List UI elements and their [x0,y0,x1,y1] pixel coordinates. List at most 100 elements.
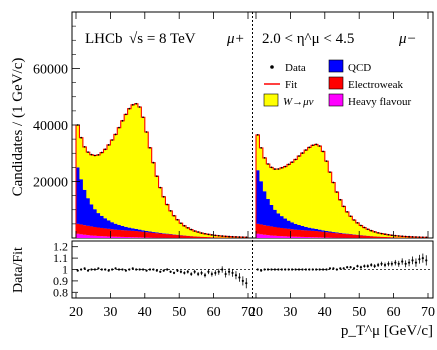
ratio-point-1-35 [377,263,380,267]
data-point-1-13 [301,152,304,154]
data-point-0-21 [149,146,151,149]
data-point-0-25 [162,195,165,198]
data-point-1-35 [377,231,380,234]
bar-0-3-29 [175,219,180,235]
data-point-0-46 [235,236,237,238]
data-point-0-11 [114,133,117,136]
ratio-point-1-30 [359,266,363,269]
ratio-point-0-17 [135,268,138,271]
ratio-point-0-18 [138,268,141,271]
bar-1-0-10 [290,236,295,238]
bar-1-0-18 [317,237,322,238]
y-tick-label-0: 20000 [33,176,68,191]
ratio-point-1-15 [308,268,311,271]
bar-1-1-7 [280,227,284,237]
bar-1-2-23 [335,232,339,234]
bar-0-2-17 [134,228,139,232]
ratio-point-0-25 [162,269,165,272]
bar-0-3-27 [168,210,173,235]
bar-1-1-28 [352,234,357,238]
bar-0-2-6 [96,213,101,228]
bar-0-3-20 [144,132,149,231]
bar-1-3-20 [324,161,329,231]
bar-1-1-13 [300,230,305,237]
bar-1-1-27 [348,234,353,238]
bar-1-1-1 [259,224,264,235]
bar-1-2-2 [262,191,267,226]
data-point-0-32 [186,226,189,229]
data-point-1-1 [260,146,263,149]
legend-label-qcd: QCD [348,62,371,74]
bar-0-3-2 [82,146,87,190]
ratio-point-1-12 [297,268,301,271]
bar-1-3-14 [304,150,308,227]
ratio-point-1-41 [397,262,400,265]
ratio-point-0-4 [90,268,93,271]
ratio-point-1-7 [280,268,283,271]
data-point-0-31 [183,224,186,227]
bar-0-0-13 [120,236,125,238]
bar-1-3-28 [352,220,357,235]
bar-0-3-38 [206,234,211,238]
bar-1-2-17 [314,228,319,232]
ratio-point-0-48 [241,279,244,282]
bar-0-1-10 [110,229,115,237]
bar-0-3-9 [106,144,111,221]
bar-0-3-21 [148,147,153,232]
data-point-0-26 [166,203,169,206]
bar-0-3-5 [93,155,98,210]
bar-0-1-40 [213,237,218,238]
ratio-point-0-23 [155,269,158,272]
ratio-axis-title: Data/Fit [11,247,26,293]
bar-1-3-6 [276,169,281,214]
data-point-0-36 [200,232,203,234]
bar-1-0-17 [314,237,319,238]
bar-0-2-23 [155,232,159,234]
bar-1-2-11 [293,223,298,230]
bar-1-3-25 [342,206,346,234]
bar-1-3-12 [297,156,302,225]
bar-1-3-3 [266,163,271,200]
ratio-point-0-38 [207,270,210,273]
legend: Data QCD Fit Electroweak W→μν Heavy flav… [263,59,412,108]
ratio-point-1-2 [263,268,266,271]
bar-1-1-3 [266,225,271,236]
bar-0-0-6 [96,235,101,238]
ratio-point-1-5 [273,268,277,271]
bar-1-0-0 [256,233,260,238]
bar-1-2-8 [283,218,288,229]
ratio-point-1-39 [390,262,393,265]
bar-1-1-11 [293,229,298,237]
bar-0-3-4 [89,154,94,205]
bar-1-3-32 [366,229,370,236]
legend-label-electroweak: Electroweak [348,79,403,91]
bar-0-3-23 [155,176,159,233]
data-point-0-5 [94,154,96,157]
ratio-point-0-3 [86,269,90,272]
data-point-0-1 [80,136,83,139]
bar-1-2-0 [256,170,260,224]
ratio-point-1-46 [414,261,418,264]
ratio-y-tick-label-0: 1.2 [53,240,68,254]
data-point-0-45 [231,235,234,238]
bar-1-1-9 [286,228,291,237]
ratio-point-1-10 [291,268,294,271]
bar-0-1-26 [165,234,170,238]
bar-0-3-17 [134,103,139,229]
bar-0-0-18 [137,237,142,238]
data-point-0-15 [128,107,131,110]
ratio-point-0-49 [245,282,248,285]
legend-swatch-heavy-flavour [328,93,344,107]
ratio-point-0-16 [131,267,134,270]
data-point-0-24 [159,186,162,189]
bar-1-2-9 [286,220,291,229]
bar-0-2-8 [103,218,108,229]
ratio-point-1-32 [366,264,369,268]
bar-1-1-30 [359,235,364,238]
ratio-point-1-20 [325,268,328,271]
legend-swatch-electroweak [328,76,344,90]
bar-1-1-12 [297,229,302,237]
bar-1-3-15 [307,147,312,228]
bar-0-2-10 [110,222,115,230]
